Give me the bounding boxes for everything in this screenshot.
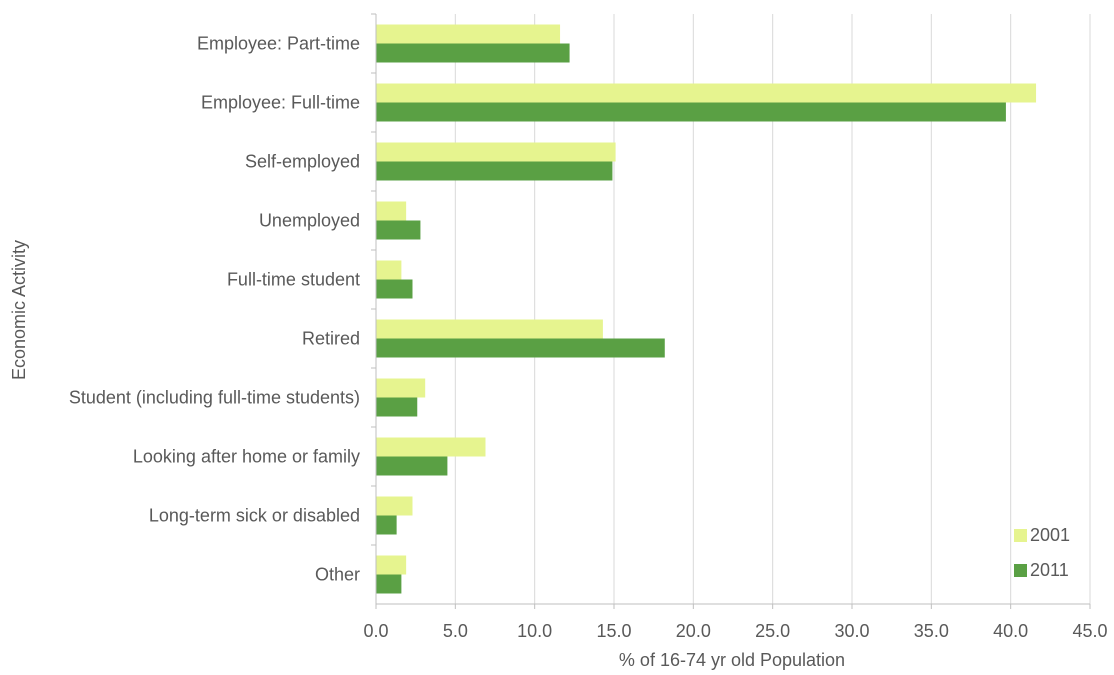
tick-labels: 0.0 5.0 10.0 15.0 20.0 25.0 30.0 35.0 40.0 45.0 <box>363 621 1107 641</box>
bar-2011 <box>376 161 613 181</box>
bar-2011 <box>376 515 397 535</box>
category-label: Employee: Part-time <box>197 34 360 54</box>
bar-2011 <box>376 43 570 63</box>
bar-2011 <box>376 456 448 476</box>
bar-2001 <box>376 260 402 280</box>
legend-swatch-2011 <box>1014 564 1027 577</box>
category-label: Full-time student <box>227 270 360 290</box>
x-tick-label: 15.0 <box>596 621 631 641</box>
bars <box>376 24 1037 594</box>
bar-2001 <box>376 437 486 457</box>
x-tick-label: 20.0 <box>676 621 711 641</box>
category-label: Unemployed <box>259 211 360 231</box>
category-label: Employee: Full-time <box>201 93 360 113</box>
category-labels: Employee: Part-time Employee: Full-time Se… <box>69 34 360 585</box>
category-label: Self-employed <box>245 152 360 172</box>
x-axis-title: % of 16-74 yr old Population <box>619 650 845 670</box>
bar-2011 <box>376 102 1006 122</box>
legend: 2001 2011 <box>1014 525 1070 580</box>
x-tick-label: 10.0 <box>517 621 552 641</box>
legend-swatch-2001 <box>1014 529 1027 542</box>
category-label: Other <box>315 565 360 585</box>
x-tick-label: 40.0 <box>993 621 1028 641</box>
bar-2011 <box>376 220 421 240</box>
bar-2001 <box>376 24 561 44</box>
x-tick-label: 45.0 <box>1072 621 1107 641</box>
bar-2001 <box>376 83 1037 103</box>
axes <box>371 13 1091 609</box>
category-label: Retired <box>302 329 360 349</box>
bar-2011 <box>376 574 402 594</box>
bar-2001 <box>376 378 426 398</box>
x-tick-label: 30.0 <box>834 621 869 641</box>
bar-2011 <box>376 279 413 299</box>
legend-label: 2011 <box>1030 560 1069 580</box>
y-axis-title: Economic Activity <box>9 240 29 380</box>
category-label: Looking after home or family <box>133 447 360 467</box>
bar-2011 <box>376 338 665 358</box>
bar-2001 <box>376 555 407 575</box>
x-tick-label: 0.0 <box>363 621 388 641</box>
category-label: Long-term sick or disabled <box>149 506 360 526</box>
x-tick-label: 35.0 <box>914 621 949 641</box>
x-tick-label: 25.0 <box>755 621 790 641</box>
legend-label: 2001 <box>1030 525 1070 545</box>
bar-2001 <box>376 496 413 516</box>
bar-2001 <box>376 319 603 339</box>
x-tick-label: 5.0 <box>443 621 468 641</box>
bar-2011 <box>376 397 418 417</box>
category-label: Student (including full-time students) <box>69 388 360 408</box>
bar-2001 <box>376 201 407 221</box>
bar-2001 <box>376 142 616 162</box>
